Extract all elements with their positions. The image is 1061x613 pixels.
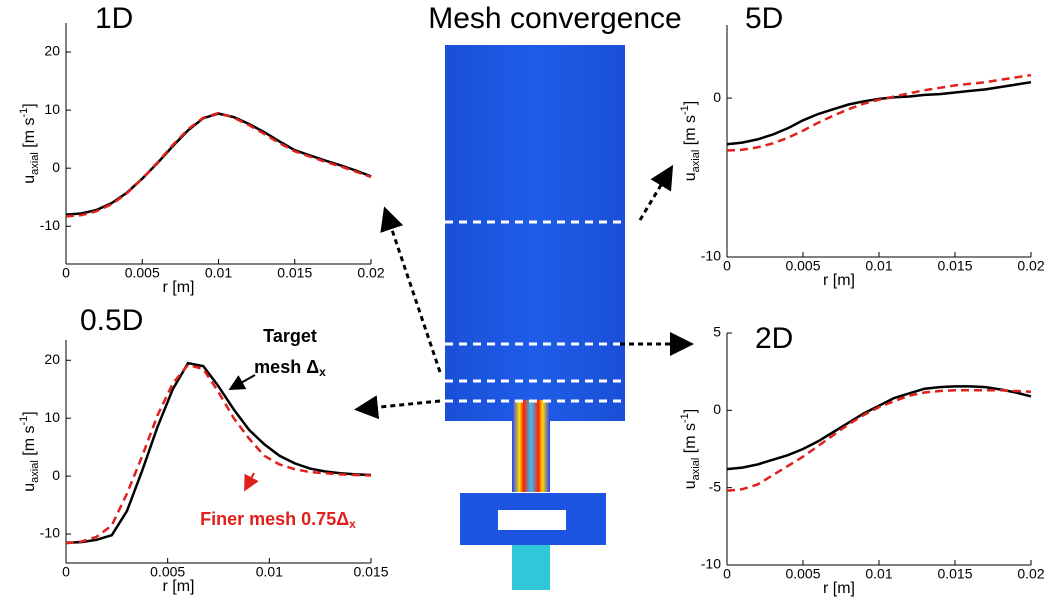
annotation-arrow: [244, 472, 259, 492]
y-axis-label-part: ]: [21, 103, 38, 107]
series-line: [726, 73, 1032, 152]
y-axis-label-part: [m s: [682, 423, 699, 458]
x-tick-label: 0: [723, 258, 731, 274]
figure-title: Mesh convergence: [428, 2, 681, 35]
chart-title: 5D: [745, 2, 783, 35]
y-tick-label: -10: [701, 248, 721, 264]
y-axis-label-part: axial: [29, 460, 41, 483]
y-axis-label-part: axial: [690, 458, 702, 481]
x-tick-label: 0.02: [1017, 258, 1044, 274]
x-tick-label: 0.015: [277, 265, 312, 281]
y-tick-label: -5: [709, 478, 722, 494]
y-tick-label: 10: [44, 101, 60, 117]
x-tick-label: 0.01: [865, 258, 892, 274]
series-line: [65, 361, 372, 544]
y-tick-label: 0: [713, 89, 721, 105]
chart-title: 2D: [755, 322, 793, 355]
x-tick-label: 0.005: [150, 564, 185, 580]
y-axis-label-part: -1: [679, 413, 691, 423]
y-tick-label: 10: [44, 409, 60, 425]
annotation-part: mesh Δ: [254, 357, 319, 377]
y-tick-label: 0: [52, 159, 60, 175]
annotation: Finer mesh 0.75Δx: [200, 509, 356, 531]
annotation-part: Finer mesh 0.75Δ: [200, 509, 349, 529]
x-tick-label: 0.01: [256, 564, 283, 580]
x-tick-label: 0: [62, 265, 70, 281]
y-axis-label: uaxial [m s-1]: [18, 411, 41, 491]
series-line: [65, 112, 372, 216]
chart-title: 0.5D: [80, 304, 143, 337]
y-axis-label: uaxial [m s-1]: [18, 103, 41, 183]
x-axis-label: r [m]: [823, 580, 855, 597]
series-line: [726, 385, 1032, 471]
y-axis-label-part: u: [682, 172, 699, 181]
y-tick-label: -10: [40, 217, 60, 233]
x-tick-label: 0.015: [937, 258, 972, 274]
cfd-image: [445, 45, 625, 590]
x-tick-label: 0.01: [865, 566, 892, 582]
x-axis-label: r [m]: [823, 272, 855, 289]
y-axis-label: uaxial [m s-1]: [679, 409, 702, 489]
y-tick-label: -10: [40, 525, 60, 541]
y-tick-label: -10: [701, 556, 721, 572]
x-axis-label: r [m]: [163, 578, 195, 595]
y-axis-label-part: [m s: [21, 118, 38, 153]
chart-title: 1D: [95, 2, 133, 35]
y-axis-label-part: [m s: [682, 115, 699, 150]
y-axis-label-part: [m s: [21, 426, 38, 461]
x-tick-label: 0.005: [125, 265, 160, 281]
y-axis-label-part: u: [21, 175, 38, 184]
x-tick-label: 0.015: [353, 564, 388, 580]
annotation-arrow: [228, 374, 256, 390]
x-tick-label: 0.02: [357, 265, 384, 281]
annotation: mesh Δx: [254, 357, 326, 379]
y-tick-label: 5: [713, 324, 721, 340]
annotation: Target: [263, 326, 317, 346]
y-tick-label: 20: [44, 351, 60, 367]
y-axis-label-part: axial: [29, 152, 41, 175]
series-line: [65, 111, 372, 218]
y-axis-label: uaxial [m s-1]: [679, 101, 702, 181]
x-tick-label: 0.01: [205, 265, 232, 281]
series-line: [726, 80, 1032, 146]
x-tick-label: 0.005: [785, 258, 820, 274]
y-axis-label-part: ]: [682, 101, 699, 105]
y-axis-label-part: u: [682, 480, 699, 489]
y-axis-label-part: ]: [21, 411, 38, 415]
annotation-part: x: [319, 365, 326, 379]
y-axis-label-part: ]: [682, 409, 699, 413]
y-axis-label-part: -1: [18, 108, 30, 118]
y-tick-label: 0: [713, 401, 721, 417]
annotation-part: x: [349, 517, 356, 531]
y-tick-label: 0: [52, 467, 60, 483]
series-line: [726, 388, 1032, 493]
x-tick-label: 0.005: [785, 566, 820, 582]
series-line: [65, 363, 372, 545]
y-tick-label: 20: [44, 43, 60, 59]
x-tick-label: 0: [62, 564, 70, 580]
x-axis-label: r [m]: [163, 279, 195, 296]
y-axis-label-part: -1: [18, 416, 30, 426]
x-tick-label: 0.02: [1017, 566, 1044, 582]
arrows: [354, 164, 694, 420]
y-axis-label-part: -1: [679, 105, 691, 115]
y-axis-label-part: axial: [690, 150, 702, 173]
y-axis-label-part: u: [21, 483, 38, 492]
x-tick-label: 0.015: [937, 566, 972, 582]
x-tick-label: 0: [723, 566, 731, 582]
